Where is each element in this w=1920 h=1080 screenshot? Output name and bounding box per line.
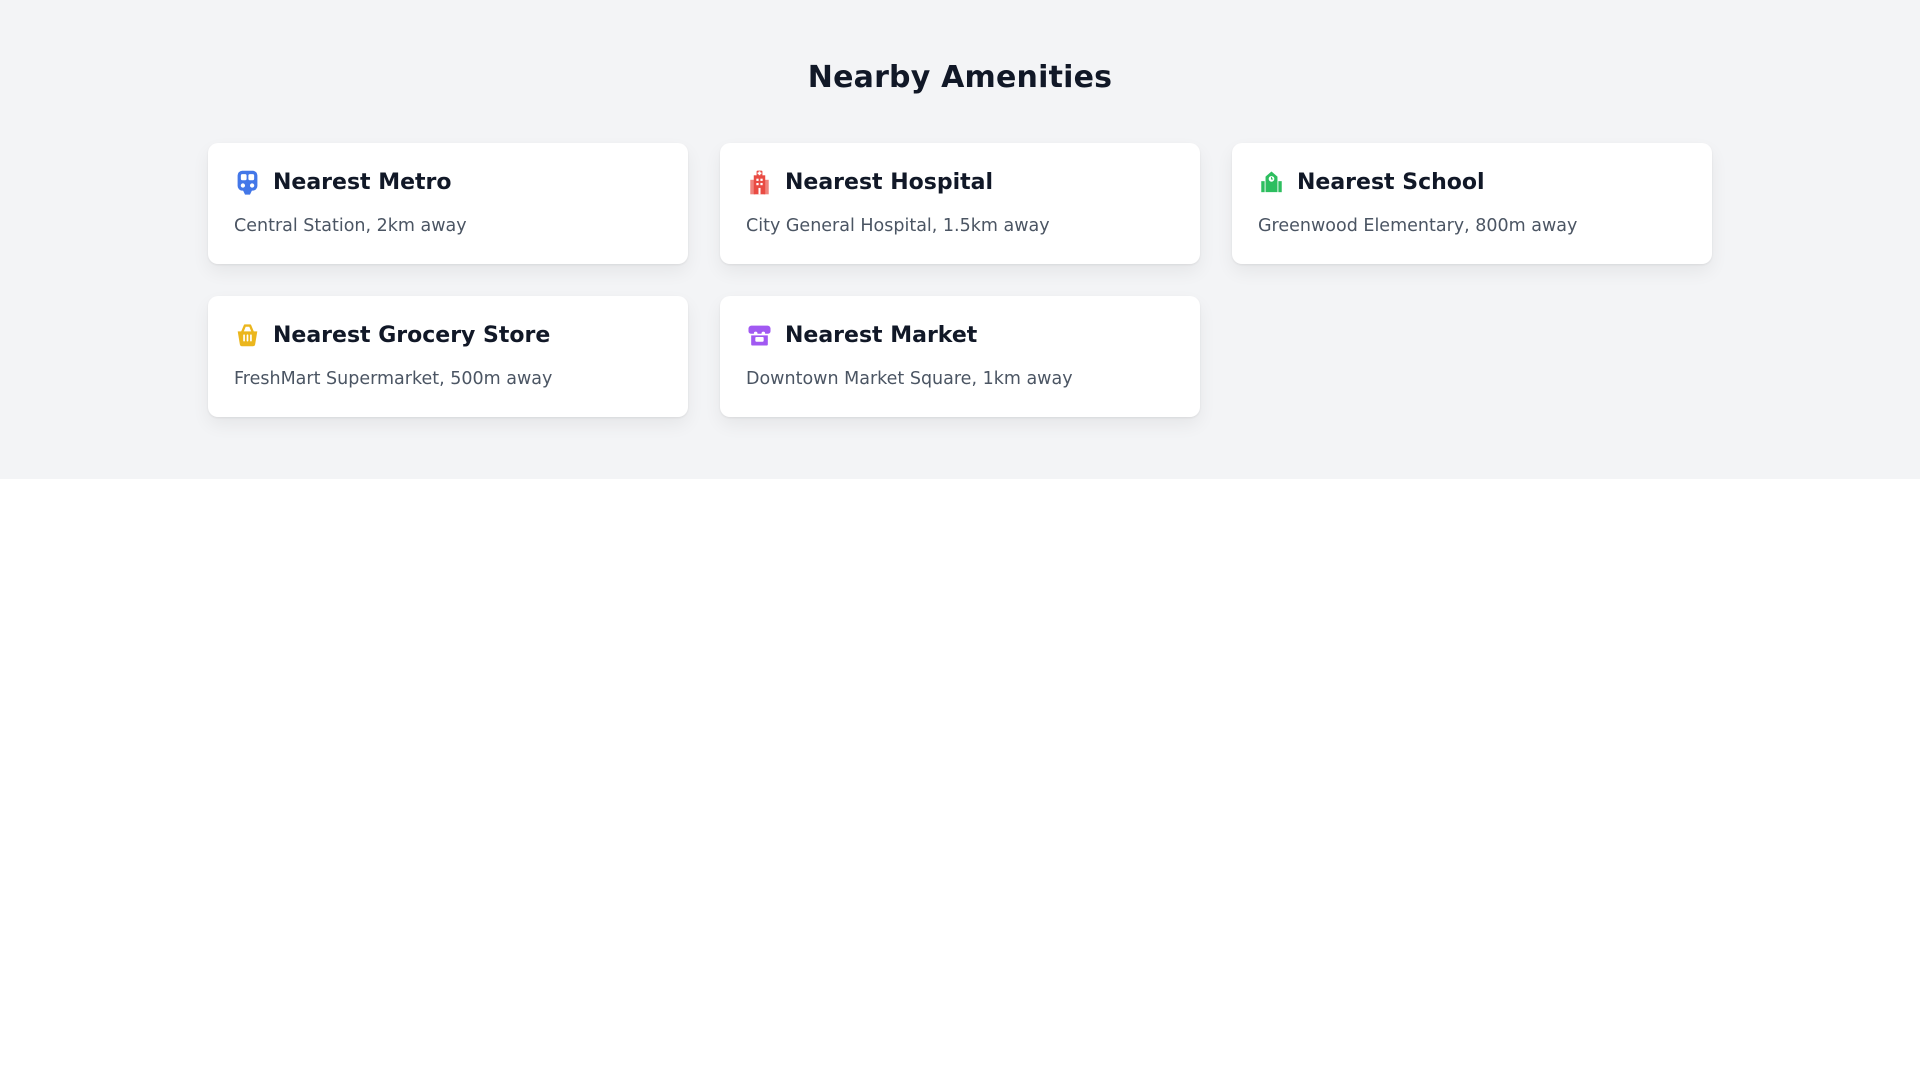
amenity-card-metro: Nearest Metro Central Station, 2km away [208, 143, 688, 264]
amenity-card-header: Nearest Market [746, 322, 1174, 349]
hospital-icon [746, 169, 773, 196]
amenity-card-header: Nearest Grocery Store [234, 322, 662, 349]
amenity-card-title: Nearest Hospital [785, 170, 994, 195]
amenity-card-description: FreshMart Supermarket, 500m away [234, 369, 553, 389]
amenity-card-header: Nearest School [1258, 169, 1686, 196]
amenity-card-description: Greenwood Elementary, 800m away [1258, 216, 1578, 236]
amenity-card-title: Nearest Market [785, 323, 978, 348]
amenity-card-title: Nearest Grocery Store [273, 323, 551, 348]
amenity-card-market: Nearest Market Downtown Market Square, 1… [720, 296, 1200, 417]
amenity-card-header: Nearest Metro [234, 169, 662, 196]
amenity-card-header: Nearest Hospital [746, 169, 1174, 196]
amenity-card-grocery: Nearest Grocery Store FreshMart Supermar… [208, 296, 688, 417]
metro-icon [234, 169, 261, 196]
page-title: Nearby Amenities [807, 60, 1113, 95]
shopping-basket-icon [234, 322, 261, 349]
school-icon [1258, 169, 1285, 196]
amenity-card-title: Nearest Metro [273, 170, 452, 195]
storefront-icon [746, 322, 773, 349]
amenities-grid: Nearest Metro Central Station, 2km away [208, 143, 1712, 417]
amenity-card-title: Nearest School [1297, 170, 1485, 195]
amenity-card-school: Nearest School Greenwood Elementary, 800… [1232, 143, 1712, 264]
amenity-card-description: City General Hospital, 1.5km away [746, 216, 1050, 236]
amenity-card-description: Downtown Market Square, 1km away [746, 369, 1073, 389]
nearby-amenities-section: Nearby Amenities Nearest Metro Central [0, 0, 1920, 479]
amenity-card-description: Central Station, 2km away [234, 216, 467, 236]
amenity-card-hospital: Nearest Hospital City General Hospital, … [720, 143, 1200, 264]
